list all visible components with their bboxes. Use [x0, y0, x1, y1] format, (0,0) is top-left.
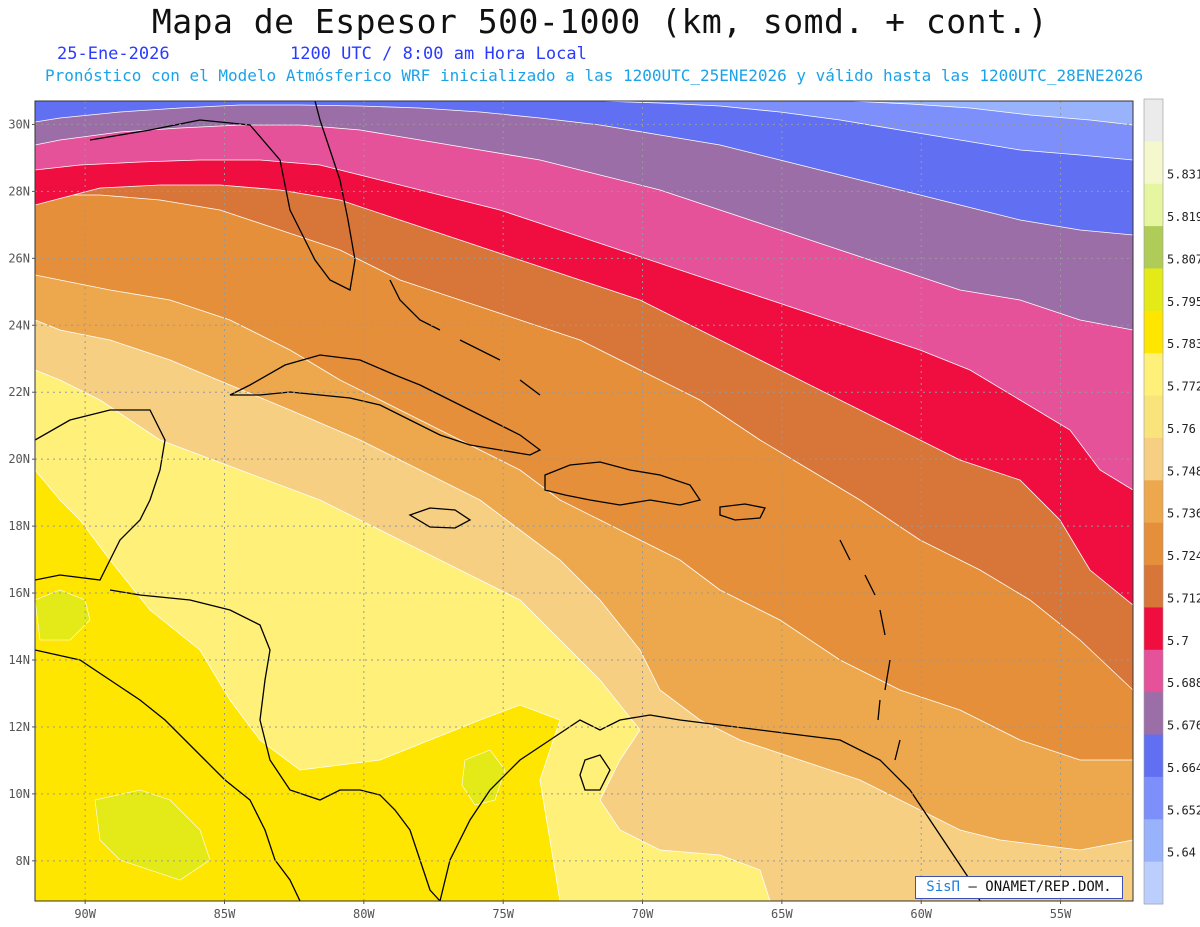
colorbar-swatch — [1144, 861, 1163, 905]
colorbar-label: 5.819 — [1167, 210, 1200, 224]
colorbar-swatch — [1144, 99, 1163, 142]
colorbar-swatch — [1144, 268, 1163, 312]
colorbar-swatch — [1144, 819, 1163, 863]
lat-tick-label: 14N — [8, 653, 30, 667]
lat-tick-label: 30N — [8, 117, 30, 131]
lon-tick-label: 90W — [74, 907, 96, 921]
lat-tick-label: 20N — [8, 452, 30, 466]
lat-lon-grid — [35, 101, 1133, 901]
colorbar-label: 5.64 — [1167, 846, 1196, 860]
colorbar-swatch — [1144, 565, 1163, 608]
colorbar-swatch — [1144, 776, 1163, 820]
lon-tick-label: 75W — [492, 907, 514, 921]
lat-tick-label: 28N — [8, 184, 30, 198]
lat-tick-label: 8N — [16, 854, 30, 868]
patch-high-pacific — [94, 789, 211, 881]
coast-central-america — [35, 589, 441, 901]
band-5664 — [35, 101, 1133, 236]
band-5652 — [380, 101, 1133, 161]
plot-frame — [34, 100, 1134, 902]
colorbar-label: 5.7 — [1167, 634, 1189, 648]
lon-tick-label: 70W — [632, 907, 654, 921]
lat-tick-label: 22N — [8, 385, 30, 399]
colorbar-label: 5.772 — [1167, 380, 1200, 394]
latitude-axis: 30N 28N 26N 24N 22N 20N 18N 16N 14N 12N 10N 8N — [8, 117, 35, 868]
colorbar-label: 5.712 — [1167, 591, 1200, 605]
lon-tick-label: 85W — [214, 907, 236, 921]
colorbar-swatch — [1144, 437, 1163, 481]
lat-tick-label: 18N — [8, 519, 30, 533]
patch-high-gulf-honduras — [35, 589, 91, 641]
coast-yucatan — [35, 409, 166, 581]
band-564 — [560, 101, 1133, 126]
colorbar-swatch — [1144, 183, 1163, 227]
colorbar-label: 5.736 — [1167, 507, 1200, 521]
colorbar-label: 5.783 — [1167, 337, 1200, 351]
colorbar-label: 5.688 — [1167, 676, 1200, 690]
lon-tick-label: 55W — [1050, 907, 1072, 921]
colorbar-swatch — [1144, 607, 1163, 651]
map-title: Mapa de Espesor 500-1000 (km, somd. + co… — [151, 2, 1049, 41]
shaded-thickness-field — [35, 101, 1133, 901]
colorbar-label: 5.724 — [1167, 549, 1200, 563]
colorbar-label: 5.807 — [1167, 252, 1200, 266]
coast-hispaniola — [544, 461, 702, 506]
forecast-date: 25-Ene-2026 — [57, 44, 170, 64]
colorbar-swatch — [1144, 522, 1163, 566]
colorbar-label: 5.652 — [1167, 803, 1200, 817]
coast-bahamas — [389, 279, 541, 396]
colorbar-swatch — [1144, 353, 1163, 397]
colorbar-label: 5.76 — [1167, 422, 1196, 436]
colorbar-swatch — [1144, 226, 1163, 269]
colorbar-label: 5.831 — [1167, 168, 1200, 182]
colorbar-label: 5.664 — [1167, 761, 1200, 775]
colorbar-swatch — [1144, 649, 1163, 693]
colorbar-swatch — [1144, 734, 1163, 778]
patch-high-colombia — [461, 749, 506, 806]
lat-tick-label: 26N — [8, 251, 30, 265]
model-subtitle: Pronóstico con el Modelo Atmósferico WRF… — [45, 66, 1144, 85]
credit-box: SisΠ – ONAMET/REP.DOM. — [915, 876, 1123, 899]
coast-lake-maracaibo — [579, 754, 611, 791]
longitude-axis: 90W 85W 80W 75W 70W 65W 60W 55W — [74, 901, 1072, 921]
colorbar-label: 5.748 — [1167, 464, 1200, 478]
colorbar-swatch — [1144, 141, 1163, 185]
colorbar-label: 5.676 — [1167, 719, 1200, 733]
coast-cuba — [229, 354, 542, 456]
lat-tick-label: 16N — [8, 586, 30, 600]
forecast-time: 1200 UTC / 8:00 am Hora Local — [290, 44, 587, 64]
lon-tick-label: 80W — [353, 907, 375, 921]
coast-lesser-antilles — [839, 539, 901, 761]
lat-tick-label: 12N — [8, 720, 30, 734]
colorbar-swatch — [1144, 692, 1163, 736]
colorbar-swatch — [1144, 480, 1163, 524]
colorbar-swatch — [1144, 310, 1163, 354]
credit-brand: SisΠ — [926, 879, 960, 895]
colorbar-label: 5.795 — [1167, 295, 1200, 309]
coast-florida — [89, 101, 356, 291]
lat-tick-label: 10N — [8, 787, 30, 801]
coastlines — [35, 101, 981, 901]
coast-south-america — [439, 714, 981, 901]
lon-tick-label: 60W — [910, 907, 932, 921]
lon-tick-label: 65W — [771, 907, 793, 921]
lat-tick-label: 24N — [8, 318, 30, 332]
coast-puerto-rico — [719, 503, 766, 521]
colorbar-frame — [1143, 98, 1164, 905]
colorbar: 5.831 5.819 5.807 5.795 5.783 5.772 5.76 5.748 5… — [1143, 98, 1200, 905]
credit-text: – ONAMET/REP.DOM. — [968, 879, 1112, 895]
colorbar-swatch — [1144, 395, 1163, 439]
coast-jamaica — [408, 507, 472, 529]
